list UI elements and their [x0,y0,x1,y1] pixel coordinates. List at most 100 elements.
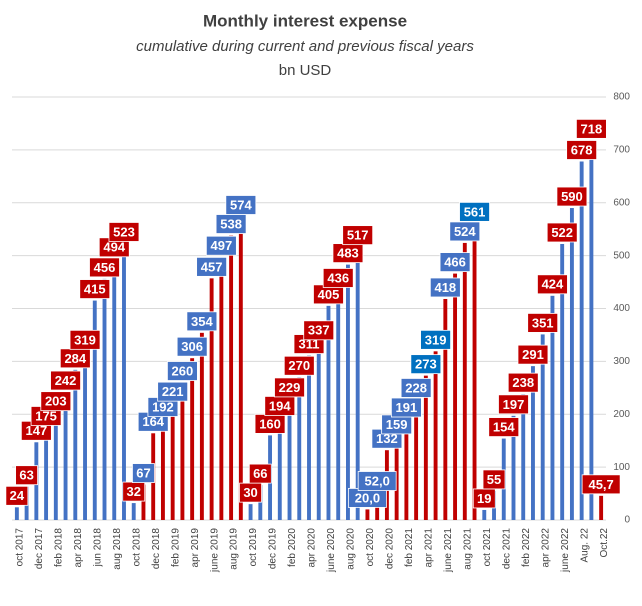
x-tick-label: dec 2021 [501,528,512,570]
value-label: 517 [347,228,369,243]
x-tick-label: oct 2021 [482,528,493,567]
bar [453,273,458,520]
value-label: 228 [405,380,427,395]
value-label-box [400,378,432,398]
value-label: 229 [279,380,301,395]
x-tick-label: feb 2019 [170,528,181,567]
x-tick-label: apr 2021 [423,528,434,568]
value-label: 20,0 [355,490,380,505]
value-label: 192 [152,399,174,414]
value-label-box [283,355,315,376]
value-label: 63 [19,468,33,483]
bar [316,341,321,520]
bar [365,509,370,520]
value-label-box [537,274,568,295]
bar [531,366,535,520]
bar [229,235,234,520]
value-label-box [225,195,257,215]
x-tick-label: dec 2017 [34,528,45,570]
value-label: 175 [35,408,57,423]
value-label: 319 [425,332,447,347]
x-tick-label: aug 2020 [346,528,357,570]
value-label: 497 [211,238,233,253]
chart-title: Monthly interest expense [203,11,407,30]
value-label-box [390,397,422,418]
value-label-box [459,201,490,222]
bar [44,427,49,520]
bar [560,243,565,520]
y-tick-label: 600 [613,197,630,208]
value-label: 45,7 [588,477,613,492]
value-label: 405 [318,287,340,302]
bar [589,140,594,521]
bar [209,278,214,520]
value-label: 52,0 [365,473,390,488]
x-tick-label: Oct.22 [599,528,610,558]
value-label: 67 [136,466,150,481]
unit-label: bn USD [279,62,332,79]
value-label: 457 [201,259,223,274]
value-label: 418 [434,280,456,295]
value-label-box [439,252,471,273]
value-label-box [15,465,39,486]
value-label: 494 [103,240,125,255]
value-label-box [342,225,374,246]
value-label: 574 [230,197,252,212]
bar [521,394,526,520]
x-tick-label: oct 2017 [15,528,26,567]
y-tick-label: 0 [624,515,630,526]
x-tick-label: Aug. 22 [579,528,590,563]
value-label-box [176,336,208,357]
x-tick-label: feb 2022 [521,528,532,567]
value-label-box [482,469,506,490]
y-tick-label: 700 [613,145,630,156]
bar [112,258,117,520]
value-label: 337 [308,323,330,338]
value-label: 270 [288,358,310,373]
bar [599,495,604,520]
value-label-box [205,235,237,256]
bar [336,289,341,520]
value-label-box [420,329,451,350]
x-tick-label: june 2020 [326,528,337,573]
x-tick-label: apr 2022 [540,528,551,568]
value-label: 19 [477,491,491,506]
value-label: 351 [532,315,554,330]
bar [102,278,107,520]
bar [394,435,399,520]
bar [482,509,487,520]
value-label: 456 [94,260,116,275]
bar [53,412,58,520]
value-label-box [167,361,198,381]
x-tick-label: aug 2018 [112,528,123,570]
bar [326,305,331,520]
value-label: 164 [142,414,164,429]
x-tick-label: june 2022 [560,528,571,573]
x-tick-label: june 2019 [209,528,220,573]
bar [92,300,97,520]
x-tick-label: oct 2020 [365,528,376,567]
bar [569,208,574,520]
value-label: 678 [571,142,593,157]
value-label: 273 [415,357,437,372]
value-label: 154 [493,420,515,435]
value-label-box [303,320,335,341]
value-label: 191 [396,400,418,415]
value-label: 522 [551,225,573,240]
value-label: 718 [581,121,603,136]
bar [423,375,428,520]
bar [122,243,126,520]
bar [219,257,224,520]
bar [297,377,302,520]
value-label: 132 [376,431,398,446]
x-tick-label: apr 2020 [307,528,318,568]
x-tick-label: oct 2018 [131,528,142,567]
value-label-box [517,344,549,365]
bar [540,334,545,520]
value-label: 319 [74,332,96,347]
value-label: 242 [55,373,77,388]
bar [433,351,438,520]
value-label: 523 [113,224,135,239]
chart-subtitle: cumulative during current and previous f… [136,38,474,55]
